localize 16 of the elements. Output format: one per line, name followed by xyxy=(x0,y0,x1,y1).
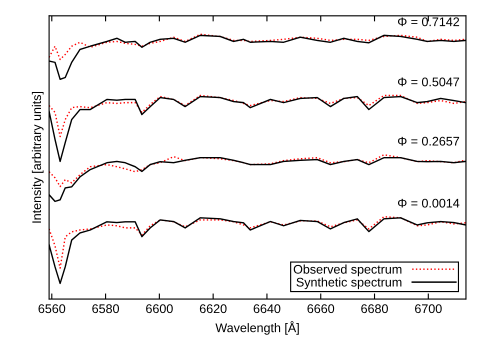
annotation: Φ = 0.0014 xyxy=(398,198,460,208)
x-tick-label: 6640 xyxy=(254,304,280,314)
annotation: Φ = 0.5047 xyxy=(398,77,460,86)
text: Φ = 0.7142 xyxy=(398,17,460,26)
x-tick-label: 6600 xyxy=(146,304,173,314)
x-tick-label: 6580 xyxy=(92,304,119,314)
x-tick-label: 6620 xyxy=(200,304,227,314)
x-tick-label: 6560 xyxy=(38,304,66,314)
x-tick-label: 6700 xyxy=(415,304,442,314)
legend-label: Synthetic spectrum xyxy=(296,277,402,290)
x-axis-title: Wavelength [Å] xyxy=(215,321,299,335)
y-axis-title: Intensity [arbitrary units] xyxy=(32,92,44,223)
x-tick-label: 6680 xyxy=(361,304,388,314)
annotation: Φ = 0.2657 xyxy=(398,136,460,146)
legend-label: Observed spectrum xyxy=(294,264,402,276)
x-tick-label: 6660 xyxy=(307,304,334,314)
